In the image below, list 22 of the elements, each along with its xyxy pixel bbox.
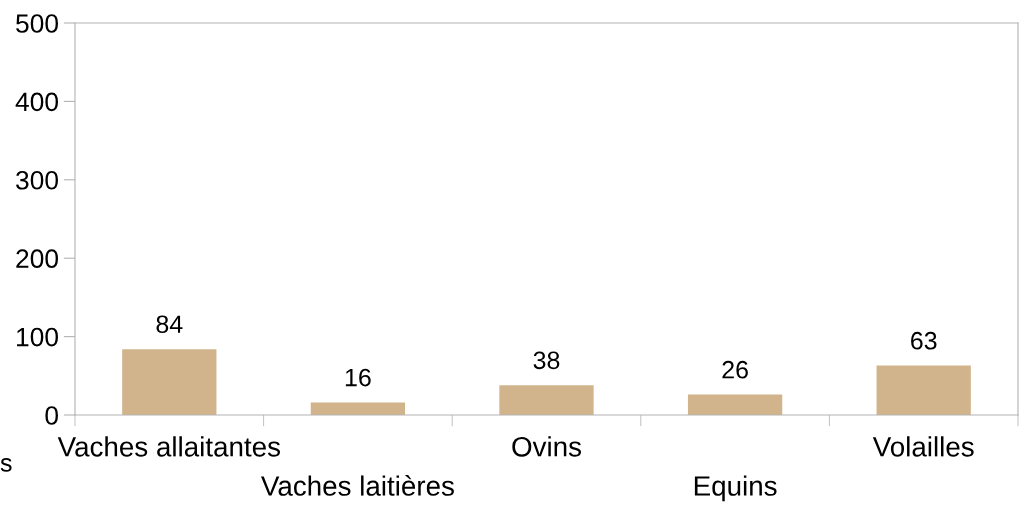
data-label: 38 — [533, 351, 560, 370]
bar — [499, 385, 594, 415]
data-label: 16 — [345, 368, 371, 387]
text: s — [0, 458, 12, 472]
x-tick-label: Volailles — [872, 436, 974, 457]
x-tick-label: Vaches laitières — [261, 475, 454, 496]
data-label: 84 — [156, 315, 183, 334]
x-tick-label: Vaches allaitantes — [57, 436, 280, 457]
data-label: 63 — [911, 331, 937, 350]
bar — [876, 365, 971, 415]
x-tick-label: Equins — [694, 475, 777, 502]
y-tick-label: 500 — [16, 14, 58, 33]
y-tick-label: 100 — [17, 327, 58, 347]
y-tick-label: 300 — [16, 170, 58, 190]
bar — [687, 394, 783, 415]
bar — [310, 402, 406, 415]
y-tick-label: 400 — [15, 92, 58, 112]
bar — [122, 349, 217, 415]
x-tick-label: Ovins — [512, 436, 581, 457]
y-tick-label: 0 — [45, 406, 58, 425]
y-tick-label: 200 — [16, 249, 58, 269]
data-label: 26 — [722, 360, 748, 379]
